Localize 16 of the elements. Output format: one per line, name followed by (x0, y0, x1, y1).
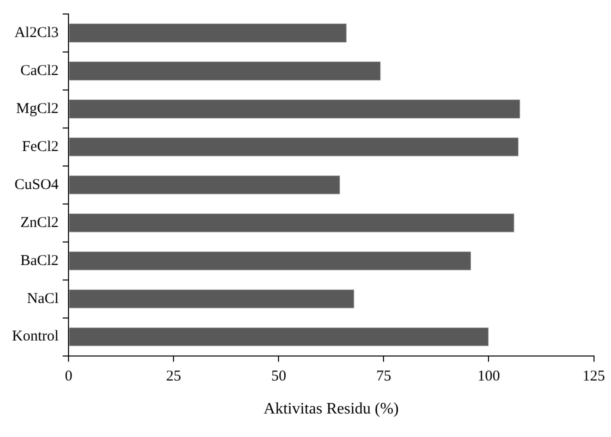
y-tick-label: ZnCl2 (20, 214, 59, 231)
x-tick-label: 125 (582, 368, 605, 385)
y-tick-label: BaCl2 (20, 252, 59, 269)
x-tick-label: 100 (477, 368, 500, 385)
x-axis-title: Aktivitas Residu (%) (264, 400, 399, 418)
y-tick-label: Kontrol (12, 328, 59, 345)
y-tick-label: CuSO4 (14, 176, 60, 193)
y-tick-label: MgCl2 (16, 100, 59, 117)
x-tick-label: 50 (271, 368, 286, 385)
y-tick-label: FeCl2 (22, 138, 59, 155)
x-tick-label: 75 (376, 368, 392, 385)
y-tick-label: Al2Cl3 (14, 24, 59, 41)
y-tick-label: CaCl2 (20, 62, 59, 79)
x-tick-label: 25 (166, 368, 182, 385)
x-tick-label: 0 (64, 368, 72, 385)
y-tick-label: NaCl (26, 290, 59, 307)
